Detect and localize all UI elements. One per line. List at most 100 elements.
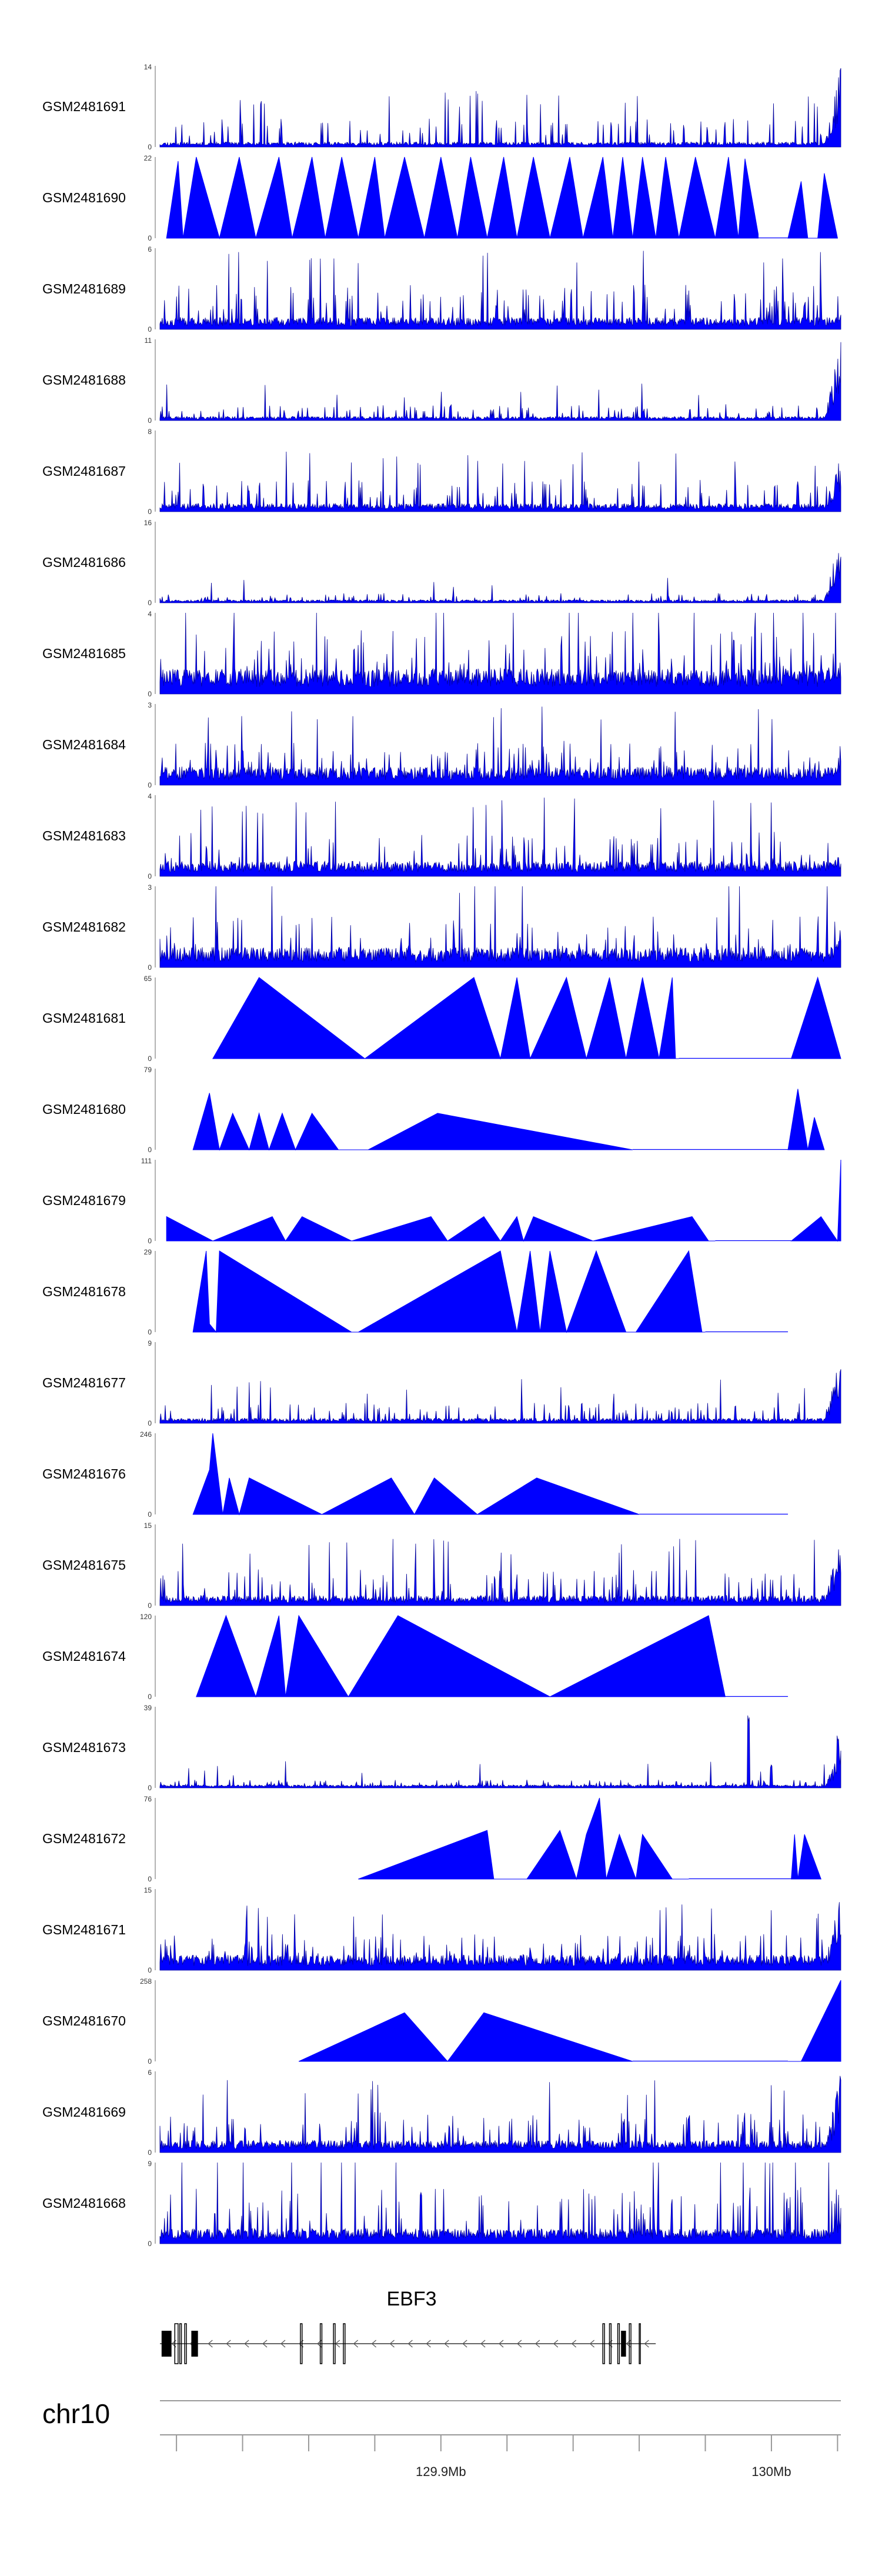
y-max-label: 111 [141, 1157, 152, 1165]
coverage-peaks-right [788, 1980, 841, 2062]
strand-arrow [426, 2340, 431, 2348]
y-min-label: 0 [148, 143, 152, 151]
track-label: GSM2481676 [42, 1466, 126, 1481]
coverage-peaks [192, 1093, 633, 1151]
y-min-label: 0 [148, 416, 152, 425]
track-GSM2481687: GSM2481687 8 0 [42, 428, 841, 516]
track-label: GSM2481681 [42, 1010, 126, 1026]
coverage-area [159, 342, 841, 421]
y-max-label: 39 [144, 1704, 152, 1712]
strand-arrow [644, 2340, 649, 2348]
y-max-label: 11 [145, 336, 152, 345]
x-axis-ticks: 129.9Mb 130Mb [176, 2435, 838, 2479]
coverage-area [159, 1902, 841, 1971]
strand-arrow [571, 2340, 577, 2348]
gene-exon [639, 2323, 641, 2364]
y-min-label: 0 [148, 1693, 152, 1701]
coverage-peaks [166, 1216, 716, 1242]
coverage-peaks-right [787, 1089, 825, 1150]
y-max-label: 6 [148, 245, 152, 253]
track-list: GSM2481691140GSM2481690220GSM248168960GS… [42, 63, 841, 2248]
strand-arrow [335, 2340, 340, 2348]
coverage-area [159, 1369, 841, 1424]
track-GSM2481679: GSM2481679 111 0 [42, 1157, 841, 1245]
coverage-peaks-right [791, 1834, 822, 1880]
track-label: GSM2481685 [42, 646, 126, 661]
track-label: GSM2481672 [42, 1831, 126, 1846]
strand-arrow [244, 2340, 249, 2348]
y-max-label: 120 [140, 1613, 152, 1621]
coverage-peaks [358, 1797, 689, 1880]
track-GSM2481685: GSM2481685 4 0 [42, 610, 841, 698]
track-GSM2481673: GSM2481673 39 0 [42, 1704, 841, 1792]
y-max-label: 8 [148, 428, 152, 436]
track-GSM2481689: GSM2481689 6 0 [42, 245, 841, 333]
track-GSM2481678: GSM2481678 29 0 [42, 1248, 789, 1336]
strand-arrow [371, 2340, 376, 2348]
y-min-label: 0 [148, 690, 152, 698]
track-label: GSM2481670 [42, 2013, 126, 2028]
y-min-label: 0 [148, 1875, 152, 1883]
y-max-label: 3 [148, 883, 152, 892]
track-GSM2481672: GSM2481672 76 0 [42, 1795, 822, 1883]
y-min-label: 0 [148, 1055, 152, 1063]
track-label: GSM2481675 [42, 1557, 126, 1573]
gene-exon [609, 2323, 612, 2364]
track-label: GSM2481668 [42, 2195, 126, 2211]
strand-arrow [589, 2340, 594, 2348]
coverage-area [159, 1715, 841, 1788]
track-GSM2481671: GSM2481671 15 0 [42, 1886, 841, 1974]
track-label: GSM2481690 [42, 190, 126, 205]
gene-exon [629, 2323, 632, 2364]
track-GSM2481669: GSM2481669 6 0 [42, 2068, 841, 2157]
strand-arrow [462, 2340, 467, 2348]
y-min-label: 0 [148, 963, 152, 972]
coverage-area [159, 2076, 841, 2153]
y-min-label: 0 [148, 599, 152, 607]
gene-exon [319, 2323, 323, 2364]
strand-arrow [226, 2340, 231, 2348]
coverage-area [159, 451, 841, 512]
y-min-label: 0 [148, 781, 152, 789]
y-max-label: 15 [144, 1886, 152, 1894]
y-max-label: 9 [148, 2160, 152, 2168]
track-GSM2481688: GSM2481688 11 0 [42, 336, 841, 425]
track-GSM2481686: GSM2481686 16 0 [42, 519, 841, 607]
coverage-peaks [166, 156, 759, 239]
track-label: GSM2481680 [42, 1102, 126, 1117]
track-label: GSM2481674 [42, 1649, 126, 1664]
strand-arrow [389, 2340, 395, 2348]
coverage-area [159, 68, 841, 148]
y-max-label: 65 [144, 975, 152, 983]
y-max-label: 6 [148, 2068, 152, 2077]
y-min-label: 0 [148, 325, 152, 333]
y-min-label: 0 [148, 872, 152, 880]
gene-exon [184, 2323, 187, 2364]
track-GSM2481676: GSM2481676 246 0 [42, 1430, 789, 1519]
track-label: GSM2481682 [42, 919, 126, 935]
x-tick-label: 130Mb [751, 2464, 791, 2479]
track-GSM2481684: GSM2481684 3 0 [42, 701, 841, 789]
y-min-label: 0 [148, 1966, 152, 1974]
coverage-area [159, 251, 841, 330]
track-label: GSM2481687 [42, 463, 126, 479]
coverage-peaks-right [791, 976, 841, 1059]
coverage-peaks [212, 976, 679, 1060]
gene-exon [161, 2331, 172, 2357]
coverage-area [159, 798, 841, 877]
strand-arrow [444, 2340, 449, 2348]
y-min-label: 0 [148, 1510, 152, 1519]
gene-exon [333, 2323, 336, 2364]
y-min-label: 0 [148, 2148, 152, 2157]
strand-arrow [353, 2340, 359, 2348]
y-max-label: 4 [148, 610, 152, 618]
strand-arrow [208, 2340, 213, 2348]
y-max-label: 16 [144, 519, 152, 527]
coverage-area [159, 886, 841, 968]
track-GSM2481675: GSM2481675 15 0 [42, 1521, 841, 1610]
track-GSM2481682: GSM2481682 3 0 [42, 883, 841, 972]
y-min-label: 0 [148, 2057, 152, 2066]
gene-exon [621, 2331, 626, 2357]
track-label: GSM2481684 [42, 737, 126, 752]
y-max-label: 29 [144, 1248, 152, 1256]
